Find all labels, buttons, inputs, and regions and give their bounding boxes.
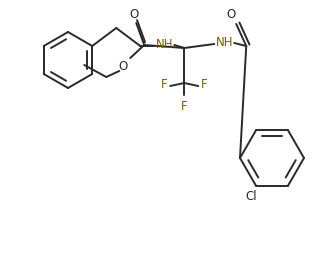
Text: F: F xyxy=(201,79,208,92)
Text: O: O xyxy=(119,60,128,73)
Text: Cl: Cl xyxy=(245,190,257,203)
Text: NH: NH xyxy=(156,37,173,50)
Text: F: F xyxy=(161,79,168,92)
Text: F: F xyxy=(181,99,187,112)
Text: O: O xyxy=(227,8,236,21)
Text: O: O xyxy=(130,8,139,21)
Text: NH: NH xyxy=(215,36,233,49)
